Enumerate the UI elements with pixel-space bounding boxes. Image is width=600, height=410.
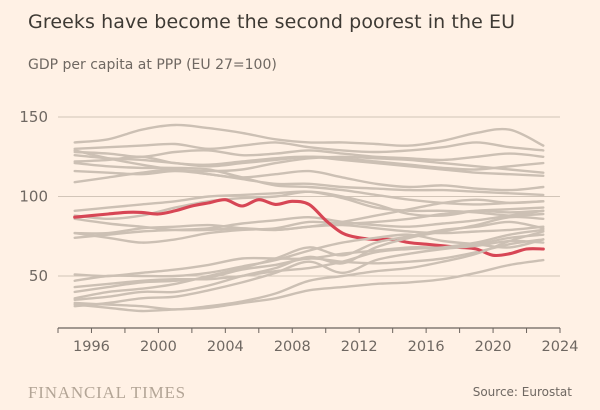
source-label: Source: Eurostat (472, 385, 572, 399)
series-line-other-eu-05 (73, 149, 545, 174)
x-tick-label: 2008 (274, 339, 311, 355)
x-tick-label: 2012 (341, 339, 378, 355)
x-tick-label: 2000 (140, 339, 177, 355)
chart-title: Greeks have become the second poorest in… (28, 11, 516, 33)
x-tick-label: 2004 (207, 339, 244, 355)
x-tick-label: 2020 (475, 339, 512, 355)
series-line-other-eu-22 (73, 238, 545, 294)
series-line-other-eu-14 (73, 209, 545, 239)
series-line-other-eu-19 (73, 215, 545, 302)
y-tick-label: 100 (19, 188, 48, 206)
series-line-other-eu-01 (73, 123, 545, 147)
y-tick-label: 150 (19, 108, 48, 126)
series-line-other-eu-07 (73, 169, 545, 197)
series-line-other-eu-21 (73, 228, 545, 289)
chart-subtitle: GDP per capita at PPP (EU 27=100) (28, 57, 277, 73)
series-line-other-eu-23 (73, 230, 545, 311)
x-tick-label: 2024 (542, 339, 579, 355)
series-line-other-eu-03 (73, 149, 545, 162)
series-line-other-eu-13 (73, 223, 545, 235)
x-tick-label: 2016 (408, 339, 445, 355)
series-line-other-eu-09 (73, 168, 545, 192)
series-line-other-eu-08 (73, 161, 545, 206)
series-line-other-eu-15 (73, 209, 545, 244)
series-line-other-eu-06 (73, 155, 545, 177)
ft-logo: FINANCIAL TIMES (28, 383, 186, 402)
series-line-other-eu-02 (73, 141, 545, 154)
series-line-other-eu-18 (73, 220, 545, 300)
series-line-other-eu-24 (73, 258, 545, 313)
x-tick-label: 1996 (73, 339, 110, 355)
series-line-other-eu-20 (73, 239, 545, 308)
y-tick-label: 50 (29, 267, 48, 285)
